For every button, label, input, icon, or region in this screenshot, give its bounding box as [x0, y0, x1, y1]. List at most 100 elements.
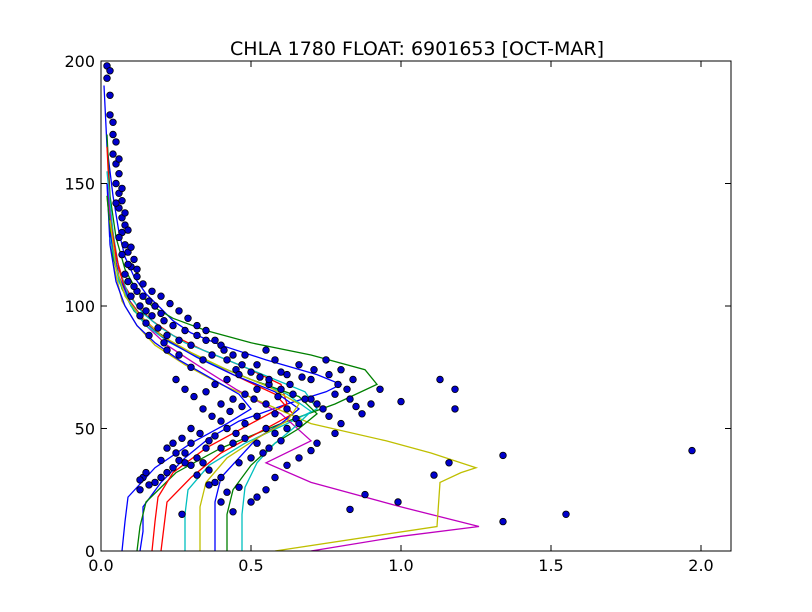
- scatter-point-112: [106, 111, 114, 119]
- scatter-point-61: [331, 390, 339, 398]
- scatter-point-108: [115, 169, 123, 178]
- scatter-point-169: [241, 390, 249, 398]
- scatter-point-204: [286, 380, 294, 389]
- scatter-point-57: [283, 405, 291, 413]
- scatter-point-200: [238, 402, 246, 411]
- scatter-point-165: [283, 424, 291, 433]
- scatter-point-43: [136, 486, 144, 494]
- scatter-point-76: [208, 351, 216, 359]
- scatter-point-67: [295, 361, 303, 369]
- scatter-point-171: [265, 375, 273, 384]
- scatter-point-142: [325, 412, 333, 420]
- scatter-point-81: [175, 336, 183, 344]
- scatter-point-31: [205, 466, 213, 474]
- scatter-point-55: [262, 424, 270, 433]
- scatter-point-177: [187, 363, 195, 371]
- x-tick-label: 1.0: [388, 556, 413, 575]
- scatter-point-54: [253, 412, 261, 420]
- scatter-point-130: [202, 326, 210, 335]
- scatter-point-23: [271, 473, 279, 482]
- scatter-point-189: [121, 209, 129, 217]
- scatter-point-88: [145, 297, 153, 305]
- scatter-point-60: [319, 405, 327, 413]
- scatter-point-202: [262, 400, 270, 408]
- scatter-point-188: [124, 226, 132, 234]
- scatter-point-53: [241, 419, 249, 428]
- scatter-point-184: [142, 319, 150, 327]
- scatter-point-194: [181, 385, 189, 393]
- scatter-point-94: [127, 292, 135, 300]
- scatter-point-114: [103, 74, 111, 82]
- scatter-point-209: [346, 395, 354, 403]
- scatter-point-78: [193, 331, 201, 340]
- scatter-point-64: [337, 366, 345, 374]
- scatter-point-164: [271, 429, 279, 438]
- scatter-point-27: [235, 483, 243, 491]
- scatter-point-146: [241, 434, 249, 442]
- scatter-point-4: [499, 451, 507, 460]
- scatter-point-173: [202, 388, 210, 396]
- scatter-point-3: [499, 517, 507, 526]
- scatter-point-21: [295, 454, 303, 462]
- scatter-point-167: [217, 400, 225, 408]
- scatter-point-158: [217, 498, 225, 506]
- y-tick-label: 50: [75, 420, 95, 439]
- scatter-point-91: [136, 302, 144, 310]
- scatter-point-63: [349, 375, 357, 384]
- scatter-point-26: [247, 498, 255, 506]
- scatter-point-7: [361, 490, 369, 499]
- scatter-point-149: [205, 437, 213, 445]
- scatter-point-122: [133, 272, 141, 281]
- x-tick-label: 0.5: [238, 556, 263, 575]
- scatter-point-193: [172, 375, 180, 384]
- scatter-point-44: [136, 476, 144, 484]
- scatter-point-174: [211, 380, 219, 389]
- scatter-point-87: [148, 312, 156, 320]
- scatter-point-82: [169, 321, 177, 330]
- scatter-point-107: [112, 179, 120, 188]
- profile-line-1: [103, 85, 343, 551]
- scatter-point-65: [325, 370, 333, 379]
- scatter-point-77: [202, 336, 210, 344]
- scatter-point-178: [199, 356, 207, 364]
- scatter-point-199: [226, 407, 234, 416]
- scatter-point-180: [175, 351, 183, 359]
- scatter-point-50: [211, 432, 219, 440]
- scatter-points: [103, 62, 696, 526]
- scatter-point-18: [331, 429, 339, 438]
- scatter-point-170: [253, 385, 261, 393]
- scatter-point-117: [109, 118, 117, 126]
- scatter-point-118: [112, 199, 120, 207]
- scatter-point-98: [130, 255, 138, 264]
- scatter-point-29: [217, 473, 225, 482]
- scatter-point-136: [256, 373, 264, 381]
- scatter-point-182: [154, 324, 162, 332]
- scatter-point-187: [127, 243, 135, 251]
- chart-title: CHLA 1780 FLOAT: 6901653 [OCT-MAR]: [230, 38, 604, 60]
- x-tick-label: 0.0: [88, 556, 113, 575]
- scatter-point-8: [445, 459, 453, 467]
- scatter-point-175: [223, 375, 231, 384]
- scatter-point-28: [223, 488, 231, 496]
- scatter-point-172: [277, 368, 285, 376]
- scatter-point-32: [199, 459, 207, 467]
- scatter-point-85: [157, 309, 165, 318]
- scatter-point-152: [178, 434, 186, 442]
- profile-line-7: [106, 183, 252, 551]
- scatter-point-159: [229, 508, 237, 516]
- scatter-point-12: [451, 405, 459, 413]
- scatter-point-14: [376, 385, 384, 393]
- scatter-point-121: [124, 260, 132, 269]
- scatter-point-84: [160, 317, 168, 325]
- scatter-point-89: [142, 307, 150, 315]
- scatter-point-150: [196, 429, 204, 438]
- profile-line-4: [106, 171, 318, 551]
- scatter-point-120: [118, 250, 126, 259]
- scatter-point-17: [337, 419, 345, 428]
- x-tick-label: 1.5: [538, 556, 563, 575]
- scatter-point-48: [187, 439, 195, 447]
- scatter-point-197: [208, 412, 216, 420]
- scatter-point-123: [139, 280, 147, 288]
- scatter-point-86: [151, 302, 159, 310]
- scatter-point-155: [181, 459, 189, 467]
